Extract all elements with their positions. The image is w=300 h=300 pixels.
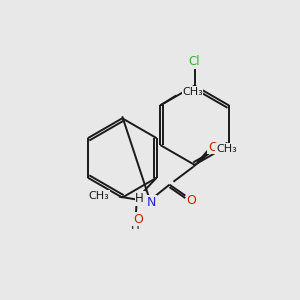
Text: O: O <box>208 140 218 154</box>
Text: O: O <box>186 194 196 207</box>
Text: N: N <box>147 196 156 209</box>
Text: Cl: Cl <box>189 55 200 68</box>
Text: H: H <box>135 192 144 205</box>
Text: CH₃: CH₃ <box>182 86 203 97</box>
Text: H: H <box>130 219 139 232</box>
Text: O: O <box>133 213 143 226</box>
Text: CH₃: CH₃ <box>216 144 237 154</box>
Text: CH₃: CH₃ <box>88 190 109 201</box>
